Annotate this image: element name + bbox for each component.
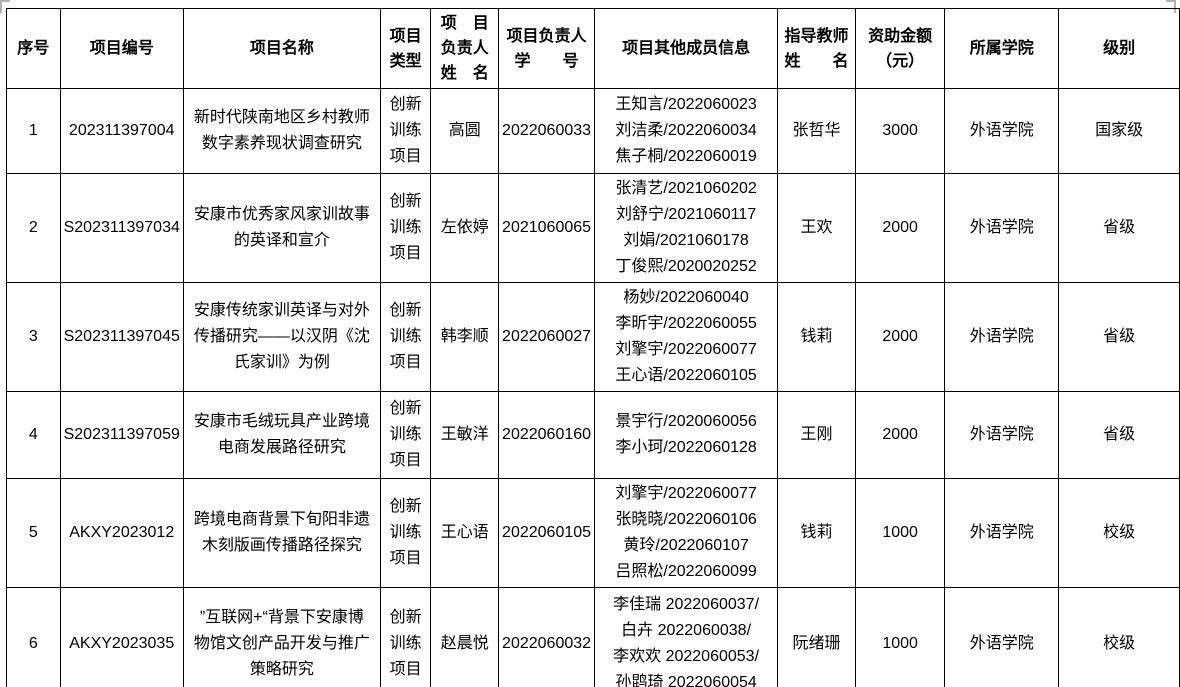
cell-college: 外语学院 [944,587,1060,687]
cell-members: 刘擎宇/2022060077 张晓晓/2022060106 黄玲/2022060… [594,478,779,588]
cell-name: 跨境电商背景下旬阳非遗 木刻版画传播路径探究 [182,478,381,588]
column-header-college: 所属学院 [944,8,1060,89]
cell-index: 4 [6,391,61,479]
cell-type: 创新 训练 项目 [379,391,432,479]
cell-fund: 2000 [854,173,946,283]
projects-table: 序号 项目编号 项目名称 项目 类型项 目 负责人 姓 名项目负责人 学 号项目其他成… [6,8,1180,687]
cell-advisor: 钱莉 [777,282,856,392]
cell-leader: 王敏洋 [430,391,500,479]
cell-level: 校级 [1058,478,1180,588]
cell-leader_id: 2022060033 [498,88,596,174]
cell-fund: 2000 [854,391,946,479]
column-header-name: 项目名称 [182,8,381,89]
cell-advisor: 王欢 [777,173,856,283]
cell-fund: 3000 [854,88,946,174]
cell-code: AKXY2023035 [59,587,184,687]
cell-code: S202311397034 [59,173,184,283]
cell-members: 王知言/2022060023 刘洁柔/2022060034 焦子桐/202206… [594,88,779,174]
cell-leader: 左依婷 [430,173,500,283]
column-header-type: 项目 类型 [379,8,432,89]
cell-advisor: 王刚 [777,391,856,479]
cell-leader_id: 2022060032 [498,587,596,687]
table-row: 6 AKXY2023035 ”互联网+“背景下安康博 物馆文创产品开发与推广 策略研… [6,587,1180,687]
cell-type: 创新 训练 项目 [379,478,432,588]
cell-index: 3 [6,282,61,392]
cell-name: ”互联网+“背景下安康博 物馆文创产品开发与推广 策略研究 [182,587,381,687]
column-header-advisor: 指导教师 姓 名 [777,8,856,89]
table-header: 序号 项目编号 项目名称 项目 类型项 目 负责人 姓 名项目负责人 学 号项目其他成… [6,8,1180,89]
table-body: 1 202311397004 新时代陕南地区乡村教师 数字素养现状调查研究 创新 训练… [6,88,1180,687]
cell-members: 李佳瑞 2022060037/ 白卉 2022060038/ 李欢欢 20220… [594,587,779,687]
column-header-leader_id: 项目负责人 学 号 [498,8,596,89]
column-header-level: 级别 [1058,8,1180,89]
cell-level: 省级 [1058,282,1180,392]
cell-code: S202311397059 [59,391,184,479]
cell-members: 杨妙/2022060040 李昕宇/2022060055 刘擎宇/2022060… [594,282,779,392]
cell-leader: 王心语 [430,478,500,588]
column-header-code: 项目编号 [59,8,184,89]
cell-name: 安康市优秀家风家训故事 的英译和宣介 [182,173,381,283]
cell-fund: 1000 [854,587,946,687]
table-row: 1 202311397004 新时代陕南地区乡村教师 数字素养现状调查研究 创新 训练… [6,88,1180,174]
header-row: 序号 项目编号 项目名称 项目 类型项 目 负责人 姓 名项目负责人 学 号项目其他成… [6,8,1180,89]
cell-advisor: 钱莉 [777,478,856,588]
cell-advisor: 张哲华 [777,88,856,174]
cell-level: 省级 [1058,173,1180,283]
cell-fund: 2000 [854,282,946,392]
cell-leader: 赵晨悦 [430,587,500,687]
cell-leader_id: 2022060160 [498,391,596,479]
cell-leader: 韩李顺 [430,282,500,392]
table-row: 3 S202311397045 安康传统家训英译与对外 传播研究——以汉阴《沈 氏家… [6,282,1180,392]
cell-name: 安康传统家训英译与对外 传播研究——以汉阴《沈 氏家训》为例 [182,282,381,392]
cell-code: S202311397045 [59,282,184,392]
cell-college: 外语学院 [944,478,1060,588]
column-header-members: 项目其他成员信息 [594,8,779,89]
cell-index: 5 [6,478,61,588]
cell-type: 创新 训练 项目 [379,173,432,283]
cell-level: 校级 [1058,587,1180,687]
cell-leader_id: 2021060065 [498,173,596,283]
cell-code: 202311397004 [59,88,184,174]
cell-level: 省级 [1058,391,1180,479]
cell-type: 创新 训练 项目 [379,587,432,687]
cell-college: 外语学院 [944,391,1060,479]
table-row: 4 S202311397059 安康市毛绒玩具产业跨境 电商发展路径研究 创新 训练 … [6,391,1180,479]
table-row: 5 AKXY2023012 跨境电商背景下旬阳非遗 木刻版画传播路径探究 创新 训练 … [6,478,1180,588]
cell-index: 1 [6,88,61,174]
cell-members: 张清艺/2021060202 刘舒宁/2021060117 刘娟/2021060… [594,173,779,283]
cell-members: 景宇行/2020060056 李小珂/2022060128 [594,391,779,479]
column-header-fund: 资助金额 （元） [854,8,946,89]
cell-type: 创新 训练 项目 [379,282,432,392]
screenshot-corner-artifact [1166,0,1176,13]
cell-college: 外语学院 [944,88,1060,174]
cell-level: 国家级 [1058,88,1180,174]
cell-index: 6 [6,587,61,687]
cell-name: 安康市毛绒玩具产业跨境 电商发展路径研究 [182,391,381,479]
cell-advisor: 阮绪珊 [777,587,856,687]
cell-college: 外语学院 [944,282,1060,392]
cell-fund: 1000 [854,478,946,588]
cell-index: 2 [6,173,61,283]
cell-type: 创新 训练 项目 [379,88,432,174]
screenshot-corner-artifact [0,0,10,13]
column-header-index: 序号 [6,8,61,89]
cell-code: AKXY2023012 [59,478,184,588]
cell-leader: 高圆 [430,88,500,174]
column-header-leader: 项 目 负责人 姓 名 [430,8,500,89]
cell-leader_id: 2022060105 [498,478,596,588]
table-row: 2 S202311397034 安康市优秀家风家训故事 的英译和宣介 创新 训练 项目… [6,173,1180,283]
cell-leader_id: 2022060027 [498,282,596,392]
cell-name: 新时代陕南地区乡村教师 数字素养现状调查研究 [182,88,381,174]
cell-college: 外语学院 [944,173,1060,283]
